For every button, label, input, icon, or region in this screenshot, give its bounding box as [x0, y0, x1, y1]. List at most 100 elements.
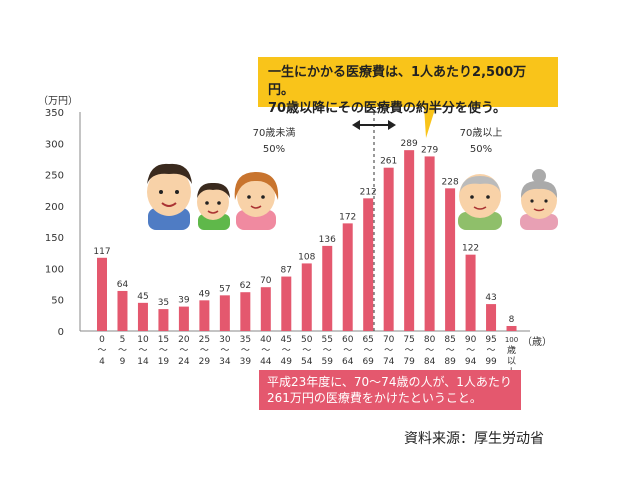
left-group-label: 70歳未満	[253, 127, 296, 139]
x-tick-label-6-0: 30	[219, 335, 231, 345]
y-tick-label-150: 150	[45, 233, 64, 244]
top-callout-line1: 一生にかかる医療費は、1人あたり2,500万円。	[268, 65, 527, 98]
bar-16	[424, 156, 435, 331]
data-label-11: 136	[319, 235, 336, 245]
y-axis-unit: （万円）	[38, 95, 78, 107]
bar-7	[240, 292, 251, 331]
x-tick-label-10-1: ～	[302, 346, 311, 356]
data-label-4: 39	[178, 296, 190, 306]
x-tick-label-20-0: 100	[505, 336, 518, 344]
x-tick-label-2-0: 10	[137, 335, 149, 345]
x-tick-label-15-2: 79	[403, 357, 415, 367]
x-tick-label-12-2: 64	[342, 357, 354, 367]
bar-10	[301, 263, 312, 331]
x-tick-label-20-2: 以	[507, 357, 516, 367]
x-tick-label-3-2: 19	[158, 357, 170, 367]
bar-20	[506, 325, 517, 331]
boy-icon	[197, 182, 230, 230]
source-note: 資料来源：厚生労动省	[404, 431, 544, 447]
bar-15	[404, 150, 415, 331]
x-tick-label-8-0: 40	[260, 335, 272, 345]
data-label-18: 122	[462, 244, 479, 254]
x-tick-label-9-2: 49	[281, 357, 293, 367]
y-tick-label-300: 300	[45, 139, 64, 150]
y-tick-label-200: 200	[45, 202, 64, 213]
bar-12	[342, 223, 353, 331]
bar-8	[260, 287, 271, 331]
x-tick-label-16-0: 80	[424, 335, 436, 345]
elderly-illustration	[458, 169, 558, 230]
x-tick-label-4-2: 24	[178, 357, 190, 367]
y-tick-label-0: 0	[58, 327, 64, 338]
y-tick-label-350: 350	[45, 108, 64, 119]
x-tick-label-7-1: ～	[241, 346, 250, 356]
bar-0	[97, 257, 107, 331]
x-tick-label-9-0: 45	[281, 335, 292, 345]
bar-17	[445, 188, 456, 331]
x-tick-label-17-1: ～	[446, 346, 455, 356]
top-callout-line2: 70歳以降にその医療費の約半分を使う。	[268, 101, 507, 116]
x-tick-label-18-0: 90	[465, 335, 477, 345]
data-label-2: 45	[137, 292, 148, 302]
x-tick-label-19-1: ～	[487, 346, 496, 356]
x-tick-label-1-0: 5	[120, 335, 126, 345]
x-tick-label-1-1: ～	[118, 346, 127, 356]
bottom-callout-line1: 平成23年度に、70～74歳の人が、1人あたり	[267, 375, 512, 389]
x-tick-label-9-1: ～	[282, 346, 291, 356]
left-group-pct: 50%	[263, 144, 285, 155]
bar-4	[178, 306, 189, 331]
right-group-pct: 50%	[470, 144, 492, 155]
data-label-20: 8	[509, 315, 515, 325]
y-tick-label-50: 50	[51, 296, 64, 307]
bar-11	[322, 245, 333, 331]
x-tick-label-7-2: 39	[240, 357, 252, 367]
x-tick-label-18-1: ～	[466, 346, 475, 356]
data-label-19: 43	[485, 293, 496, 303]
bar-2	[137, 302, 148, 331]
x-tick-label-14-0: 70	[383, 335, 395, 345]
x-tick-label-5-2: 29	[199, 357, 211, 367]
data-label-12: 172	[339, 212, 356, 222]
x-tick-label-11-2: 59	[322, 357, 334, 367]
x-tick-label-0-0: 0	[99, 335, 105, 345]
top-callout: 一生にかかる医療費は、1人あたり2,500万円。 70歳以降にその医療費の約半分…	[258, 57, 558, 116]
family-illustration	[147, 163, 279, 230]
y-tick-label-250: 250	[45, 171, 64, 182]
x-tick-label-18-2: 94	[465, 357, 477, 367]
data-label-17: 228	[442, 177, 459, 187]
x-tick-label-16-1: ～	[425, 346, 434, 356]
bar-5	[199, 300, 210, 331]
callout-pointer	[424, 106, 436, 138]
x-tick-label-4-1: ～	[179, 346, 188, 356]
bar-6	[219, 295, 230, 331]
bar-9	[281, 276, 292, 331]
x-tick-label-12-0: 60	[342, 335, 354, 345]
x-tick-label-1-2: 9	[120, 357, 126, 367]
x-tick-label-19-0: 95	[485, 335, 496, 345]
data-label-0: 117	[93, 247, 110, 257]
data-label-14: 261	[380, 157, 397, 167]
x-tick-label-14-2: 74	[383, 357, 395, 367]
bar-1	[117, 290, 128, 331]
x-tick-label-0-2: 4	[99, 357, 105, 367]
bottom-callout-line2: 261万円の医療費をかけたということ。	[267, 391, 482, 405]
data-label-15: 289	[401, 139, 418, 149]
x-tick-label-0-1: ～	[97, 346, 106, 356]
x-tick-label-8-1: ～	[261, 346, 270, 356]
data-label-6: 57	[219, 284, 230, 294]
double-arrow-icon	[352, 120, 396, 130]
grandmother-icon	[520, 169, 558, 230]
x-tick-label-4-0: 20	[178, 335, 190, 345]
bar-19	[486, 304, 497, 331]
x-tick-label-11-1: ～	[323, 346, 332, 356]
x-tick-label-13-1: ～	[364, 346, 373, 356]
data-label-10: 108	[298, 252, 315, 262]
data-label-5: 49	[199, 289, 211, 299]
x-tick-label-2-2: 14	[137, 357, 149, 367]
x-tick-label-14-1: ～	[384, 346, 393, 356]
x-tick-label-13-0: 65	[362, 335, 373, 345]
x-tick-label-8-2: 44	[260, 357, 272, 367]
right-group-label: 70歳以上	[460, 127, 503, 139]
bottom-callout: 平成23年度に、70～74歳の人が、1人あたり 261万円の医療費をかけたという…	[259, 370, 521, 410]
